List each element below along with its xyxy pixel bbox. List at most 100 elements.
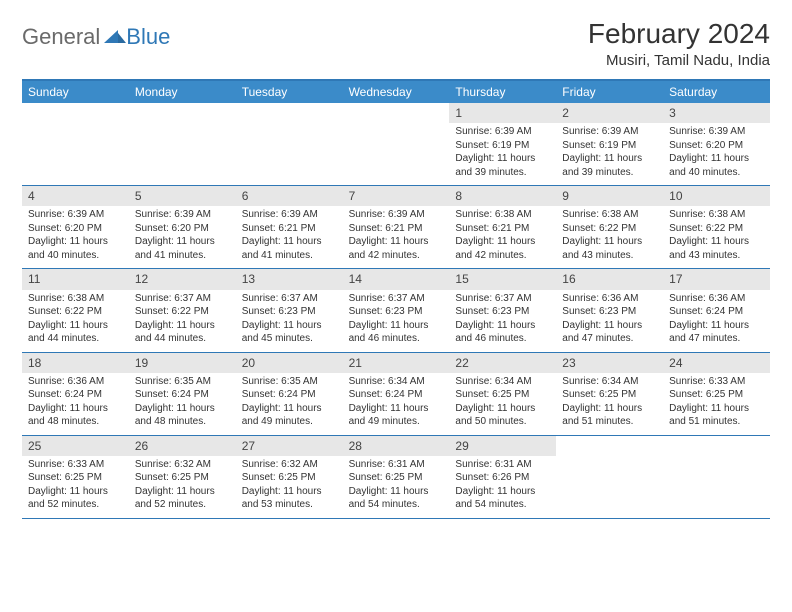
- calendar-day-cell: 25Sunrise: 6:33 AMSunset: 6:25 PMDayligh…: [22, 436, 129, 518]
- sunrise-text: Sunrise: 6:36 AM: [669, 292, 764, 306]
- sunrise-text: Sunrise: 6:36 AM: [28, 375, 123, 389]
- sunrise-text: Sunrise: 6:37 AM: [242, 292, 337, 306]
- sunrise-text: Sunrise: 6:32 AM: [135, 458, 230, 472]
- daylight-text: Daylight: 11 hours and 52 minutes.: [28, 485, 123, 512]
- sunset-text: Sunset: 6:25 PM: [28, 471, 123, 485]
- dow-tue: Tuesday: [236, 81, 343, 103]
- day-number: 13: [236, 269, 343, 289]
- sunrise-text: Sunrise: 6:37 AM: [455, 292, 550, 306]
- daylight-text: Daylight: 11 hours and 51 minutes.: [669, 402, 764, 429]
- sunrise-text: Sunrise: 6:38 AM: [455, 208, 550, 222]
- month-title: February 2024: [588, 18, 770, 50]
- daylight-text: Daylight: 11 hours and 54 minutes.: [455, 485, 550, 512]
- daylight-text: Daylight: 11 hours and 39 minutes.: [455, 152, 550, 179]
- daylight-text: Daylight: 11 hours and 47 minutes.: [669, 319, 764, 346]
- sunrise-text: Sunrise: 6:39 AM: [455, 125, 550, 139]
- calendar-week-row: 4Sunrise: 6:39 AMSunset: 6:20 PMDaylight…: [22, 186, 770, 269]
- calendar-day-cell: 8Sunrise: 6:38 AMSunset: 6:21 PMDaylight…: [449, 186, 556, 268]
- sunset-text: Sunset: 6:23 PM: [562, 305, 657, 319]
- day-number: 12: [129, 269, 236, 289]
- calendar-week-row: 1Sunrise: 6:39 AMSunset: 6:19 PMDaylight…: [22, 103, 770, 186]
- day-number: 6: [236, 186, 343, 206]
- calendar-day-cell: 1Sunrise: 6:39 AMSunset: 6:19 PMDaylight…: [449, 103, 556, 185]
- sunrise-text: Sunrise: 6:38 AM: [562, 208, 657, 222]
- day-number: [129, 103, 236, 107]
- logo-text-general: General: [22, 24, 100, 50]
- header: General Blue February 2024 Musiri, Tamil…: [22, 18, 770, 69]
- calendar-week-row: 11Sunrise: 6:38 AMSunset: 6:22 PMDayligh…: [22, 269, 770, 352]
- sunrise-text: Sunrise: 6:39 AM: [28, 208, 123, 222]
- title-block: February 2024 Musiri, Tamil Nadu, India: [588, 18, 770, 69]
- sunset-text: Sunset: 6:22 PM: [562, 222, 657, 236]
- calendar-day-cell: [663, 436, 770, 518]
- calendar-day-cell: 17Sunrise: 6:36 AMSunset: 6:24 PMDayligh…: [663, 269, 770, 351]
- calendar-day-cell: 14Sunrise: 6:37 AMSunset: 6:23 PMDayligh…: [343, 269, 450, 351]
- sunrise-text: Sunrise: 6:31 AM: [455, 458, 550, 472]
- day-of-week-header: Sunday Monday Tuesday Wednesday Thursday…: [22, 81, 770, 103]
- sunset-text: Sunset: 6:22 PM: [135, 305, 230, 319]
- sunrise-text: Sunrise: 6:39 AM: [242, 208, 337, 222]
- calendar-week-row: 18Sunrise: 6:36 AMSunset: 6:24 PMDayligh…: [22, 353, 770, 436]
- day-number: 4: [22, 186, 129, 206]
- day-number: 19: [129, 353, 236, 373]
- sunrise-text: Sunrise: 6:39 AM: [135, 208, 230, 222]
- dow-mon: Monday: [129, 81, 236, 103]
- sunset-text: Sunset: 6:22 PM: [28, 305, 123, 319]
- day-number: 26: [129, 436, 236, 456]
- daylight-text: Daylight: 11 hours and 48 minutes.: [135, 402, 230, 429]
- day-number: 8: [449, 186, 556, 206]
- day-number: 7: [343, 186, 450, 206]
- calendar-day-cell: 7Sunrise: 6:39 AMSunset: 6:21 PMDaylight…: [343, 186, 450, 268]
- calendar-day-cell: 5Sunrise: 6:39 AMSunset: 6:20 PMDaylight…: [129, 186, 236, 268]
- sunrise-text: Sunrise: 6:34 AM: [562, 375, 657, 389]
- sunrise-text: Sunrise: 6:35 AM: [242, 375, 337, 389]
- sunrise-text: Sunrise: 6:39 AM: [669, 125, 764, 139]
- calendar-day-cell: 9Sunrise: 6:38 AMSunset: 6:22 PMDaylight…: [556, 186, 663, 268]
- sunset-text: Sunset: 6:22 PM: [669, 222, 764, 236]
- day-number: 11: [22, 269, 129, 289]
- sunrise-text: Sunrise: 6:34 AM: [455, 375, 550, 389]
- calendar-day-cell: 16Sunrise: 6:36 AMSunset: 6:23 PMDayligh…: [556, 269, 663, 351]
- dow-fri: Friday: [556, 81, 663, 103]
- day-number: 28: [343, 436, 450, 456]
- calendar-page: General Blue February 2024 Musiri, Tamil…: [0, 0, 792, 537]
- sunset-text: Sunset: 6:23 PM: [242, 305, 337, 319]
- sunrise-text: Sunrise: 6:31 AM: [349, 458, 444, 472]
- day-number: [556, 436, 663, 440]
- day-number: 25: [22, 436, 129, 456]
- sunset-text: Sunset: 6:24 PM: [242, 388, 337, 402]
- sunset-text: Sunset: 6:21 PM: [349, 222, 444, 236]
- calendar-day-cell: 6Sunrise: 6:39 AMSunset: 6:21 PMDaylight…: [236, 186, 343, 268]
- calendar-day-cell: 2Sunrise: 6:39 AMSunset: 6:19 PMDaylight…: [556, 103, 663, 185]
- sunset-text: Sunset: 6:23 PM: [455, 305, 550, 319]
- sunset-text: Sunset: 6:26 PM: [455, 471, 550, 485]
- sunset-text: Sunset: 6:21 PM: [455, 222, 550, 236]
- calendar-day-cell: 13Sunrise: 6:37 AMSunset: 6:23 PMDayligh…: [236, 269, 343, 351]
- day-number: 9: [556, 186, 663, 206]
- sunrise-text: Sunrise: 6:37 AM: [349, 292, 444, 306]
- dow-thu: Thursday: [449, 81, 556, 103]
- calendar-day-cell: 15Sunrise: 6:37 AMSunset: 6:23 PMDayligh…: [449, 269, 556, 351]
- sunrise-text: Sunrise: 6:38 AM: [28, 292, 123, 306]
- dow-sat: Saturday: [663, 81, 770, 103]
- calendar-day-cell: 23Sunrise: 6:34 AMSunset: 6:25 PMDayligh…: [556, 353, 663, 435]
- day-number: [22, 103, 129, 107]
- daylight-text: Daylight: 11 hours and 54 minutes.: [349, 485, 444, 512]
- day-number: 17: [663, 269, 770, 289]
- calendar-day-cell: 10Sunrise: 6:38 AMSunset: 6:22 PMDayligh…: [663, 186, 770, 268]
- day-number: 29: [449, 436, 556, 456]
- sunrise-text: Sunrise: 6:34 AM: [349, 375, 444, 389]
- day-number: [236, 103, 343, 107]
- calendar-day-cell: 26Sunrise: 6:32 AMSunset: 6:25 PMDayligh…: [129, 436, 236, 518]
- daylight-text: Daylight: 11 hours and 51 minutes.: [562, 402, 657, 429]
- daylight-text: Daylight: 11 hours and 44 minutes.: [135, 319, 230, 346]
- day-number: 20: [236, 353, 343, 373]
- calendar-day-cell: 18Sunrise: 6:36 AMSunset: 6:24 PMDayligh…: [22, 353, 129, 435]
- day-number: 1: [449, 103, 556, 123]
- daylight-text: Daylight: 11 hours and 40 minutes.: [669, 152, 764, 179]
- sunset-text: Sunset: 6:24 PM: [349, 388, 444, 402]
- sunrise-text: Sunrise: 6:39 AM: [349, 208, 444, 222]
- day-number: 15: [449, 269, 556, 289]
- day-number: 23: [556, 353, 663, 373]
- daylight-text: Daylight: 11 hours and 49 minutes.: [242, 402, 337, 429]
